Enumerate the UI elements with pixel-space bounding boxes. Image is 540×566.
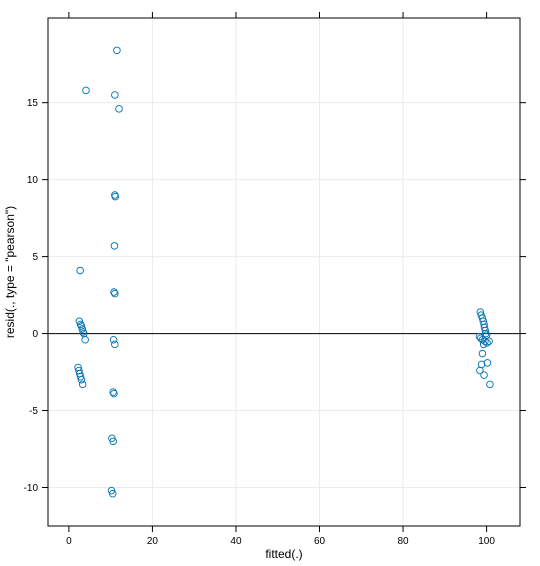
data-point [77,376,86,384]
x-tick-label: 40 [230,536,242,547]
data-point [479,340,488,349]
data-point [486,380,494,389]
data-point [76,320,85,329]
data-point [481,326,490,335]
x-tick-label: 100 [478,536,495,547]
data-point [81,335,89,344]
data-point [111,91,119,99]
x-tick-label: 20 [147,536,159,547]
x-tick-label: 80 [397,536,409,547]
data-point [108,489,117,498]
grid-lines [48,18,520,526]
data-point [110,242,119,250]
plot-frame [47,17,521,527]
y-tick-label: 0 [32,329,38,340]
y-tick-label: 15 [27,98,39,109]
data-point [481,329,490,338]
data-point [483,359,492,367]
y-axis-tick-labels: -10 -5 0 5 10 15 [24,98,39,494]
data-point [109,437,117,446]
data-point [113,46,121,55]
y-tick-label: -10 [24,483,39,494]
x-tick-label: 0 [66,536,72,547]
data-point [109,388,117,396]
data-point [110,288,118,296]
y-axis-title: resid(., type = "pearson") [3,206,17,338]
data-point [483,339,491,347]
data-point [109,335,118,344]
data-point [79,328,87,336]
data-point [480,371,488,379]
data-point [110,389,118,398]
x-tick-label: 60 [314,536,326,547]
axis-ticks [42,12,526,532]
data-point [111,289,119,298]
y-tick-label: 5 [32,252,38,263]
data-point [477,360,486,369]
data-point [478,349,487,358]
data-point [78,325,87,333]
data-point [76,372,85,381]
data-point [111,340,119,349]
data-point [76,266,84,275]
y-tick-label: 10 [27,175,39,186]
x-axis-tick-labels: 0 20 40 60 80 100 [66,536,495,547]
data-point [115,105,123,113]
data-point [82,86,90,95]
data-point [78,380,87,389]
x-axis-title: fitted(.) [265,547,302,561]
data-points [74,46,494,498]
y-tick-label: -5 [29,406,38,417]
data-point [476,366,484,375]
data-point [111,192,119,201]
